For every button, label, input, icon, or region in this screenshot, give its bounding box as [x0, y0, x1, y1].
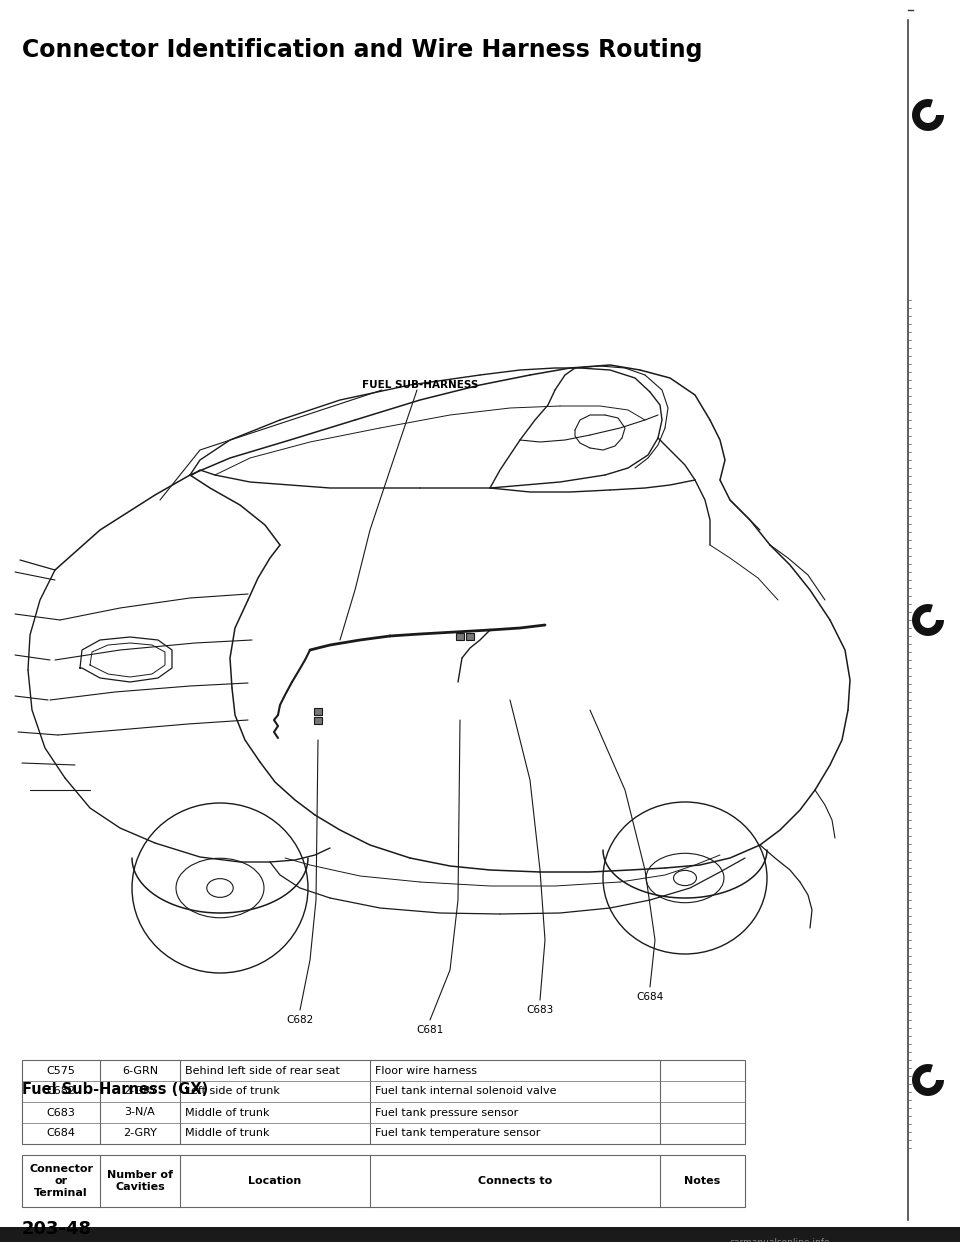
Polygon shape [912, 1064, 944, 1095]
Ellipse shape [646, 853, 724, 903]
Text: C575: C575 [47, 1066, 76, 1076]
Text: C681: C681 [417, 1025, 444, 1035]
Text: Connector
or
Terminal: Connector or Terminal [29, 1165, 93, 1197]
Bar [0, 1227, 960, 1242]
Bar [314, 717, 322, 724]
Text: 3-N/A: 3-N/A [125, 1108, 156, 1118]
Text: carmanualsonline.info: carmanualsonline.info [730, 1238, 830, 1242]
Text: 203-48: 203-48 [22, 1220, 92, 1238]
Text: Notes: Notes [684, 1176, 721, 1186]
Polygon shape [912, 99, 944, 130]
Text: Connects to: Connects to [478, 1176, 552, 1186]
Text: 2-GRY: 2-GRY [123, 1129, 156, 1139]
Text: C682: C682 [286, 1015, 314, 1025]
Text: Fuel Sub-Harness (GX): Fuel Sub-Harness (GX) [22, 1082, 208, 1097]
Text: Number of
Cavities: Number of Cavities [107, 1170, 173, 1192]
Ellipse shape [603, 802, 767, 954]
Ellipse shape [206, 878, 233, 898]
Text: C683: C683 [526, 1005, 554, 1015]
Bar [466, 633, 474, 640]
Text: C684: C684 [46, 1129, 76, 1139]
Bar [456, 633, 464, 640]
Text: Fuel tank temperature sensor: Fuel tank temperature sensor [375, 1129, 540, 1139]
Ellipse shape [132, 804, 308, 972]
Text: C683: C683 [47, 1108, 76, 1118]
Text: C684: C684 [636, 992, 663, 1002]
Text: Connector Identification and Wire Harness Routing: Connector Identification and Wire Harnes… [22, 39, 703, 62]
Text: FUEL SUB-HARNESS: FUEL SUB-HARNESS [362, 380, 478, 390]
Text: Left side of trunk: Left side of trunk [185, 1087, 280, 1097]
Text: Fuel tank internal solenoid valve: Fuel tank internal solenoid valve [375, 1087, 557, 1097]
Text: Behind left side of rear seat: Behind left side of rear seat [185, 1066, 340, 1076]
Text: Middle of trunk: Middle of trunk [185, 1108, 270, 1118]
Bar [22, 1155, 745, 1207]
Text: C682: C682 [46, 1087, 76, 1097]
Ellipse shape [674, 871, 697, 886]
Text: 6-GRN: 6-GRN [122, 1066, 158, 1076]
Text: Location: Location [249, 1176, 301, 1186]
Polygon shape [912, 604, 944, 636]
Text: Middle of trunk: Middle of trunk [185, 1129, 270, 1139]
Ellipse shape [176, 858, 264, 918]
Text: 2-GRY: 2-GRY [123, 1087, 156, 1097]
Bar [22, 1059, 745, 1144]
Bar [314, 708, 322, 715]
Text: Fuel tank pressure sensor: Fuel tank pressure sensor [375, 1108, 518, 1118]
Text: Floor wire harness: Floor wire harness [375, 1066, 477, 1076]
